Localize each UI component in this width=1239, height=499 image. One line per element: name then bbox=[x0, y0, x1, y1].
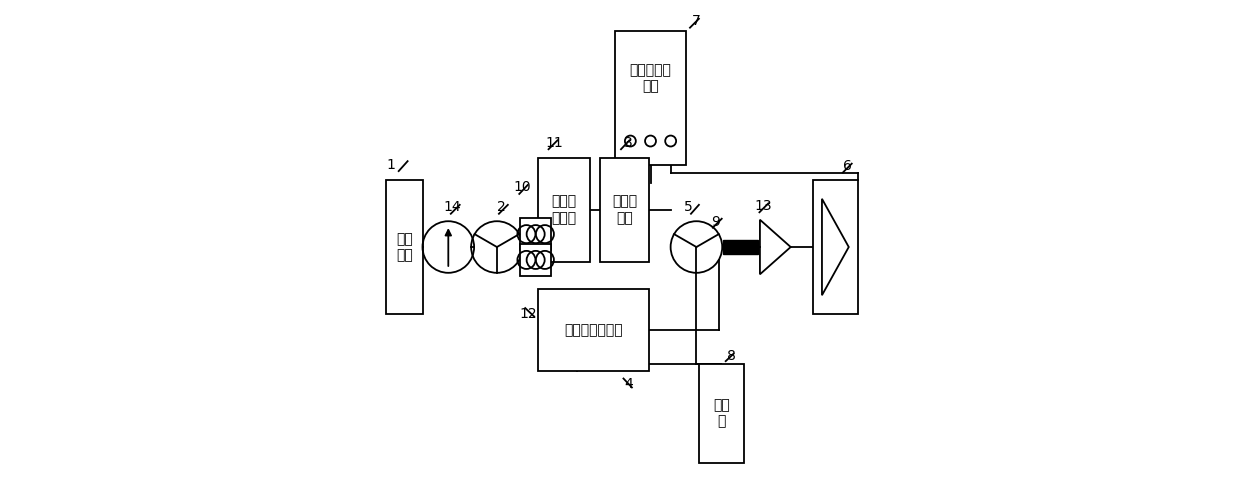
Text: 14: 14 bbox=[444, 200, 461, 215]
Text: 处理
器: 处理 器 bbox=[712, 398, 730, 428]
Text: 6: 6 bbox=[844, 159, 852, 173]
Text: 可调光
延迟线: 可调光 延迟线 bbox=[551, 195, 576, 225]
Text: 7: 7 bbox=[693, 14, 701, 28]
Text: 可编程光处理器: 可编程光处理器 bbox=[564, 323, 623, 337]
Text: 电光调
制器: 电光调 制器 bbox=[612, 195, 637, 225]
Bar bbox=[520, 244, 551, 276]
Text: 12: 12 bbox=[519, 307, 536, 321]
Text: 3: 3 bbox=[623, 136, 632, 150]
Bar bbox=[538, 158, 590, 262]
Bar bbox=[813, 180, 857, 314]
Bar bbox=[387, 180, 424, 314]
Bar bbox=[722, 240, 758, 254]
Text: 9: 9 bbox=[711, 215, 720, 229]
Text: 宽谱
光源: 宽谱 光源 bbox=[396, 232, 414, 262]
Bar bbox=[600, 158, 649, 262]
Text: 矢量网络分
析仪: 矢量网络分 析仪 bbox=[629, 63, 672, 93]
Text: 1: 1 bbox=[387, 158, 395, 172]
Text: 13: 13 bbox=[755, 199, 772, 213]
Text: 2: 2 bbox=[497, 200, 506, 215]
Text: 11: 11 bbox=[545, 136, 563, 150]
Bar bbox=[520, 218, 551, 250]
Text: 10: 10 bbox=[514, 181, 532, 195]
Text: 4: 4 bbox=[624, 377, 633, 392]
Text: 5: 5 bbox=[684, 200, 693, 215]
Bar bbox=[699, 364, 743, 463]
Bar bbox=[538, 289, 649, 371]
Bar bbox=[615, 31, 686, 165]
Text: 8: 8 bbox=[727, 349, 736, 363]
